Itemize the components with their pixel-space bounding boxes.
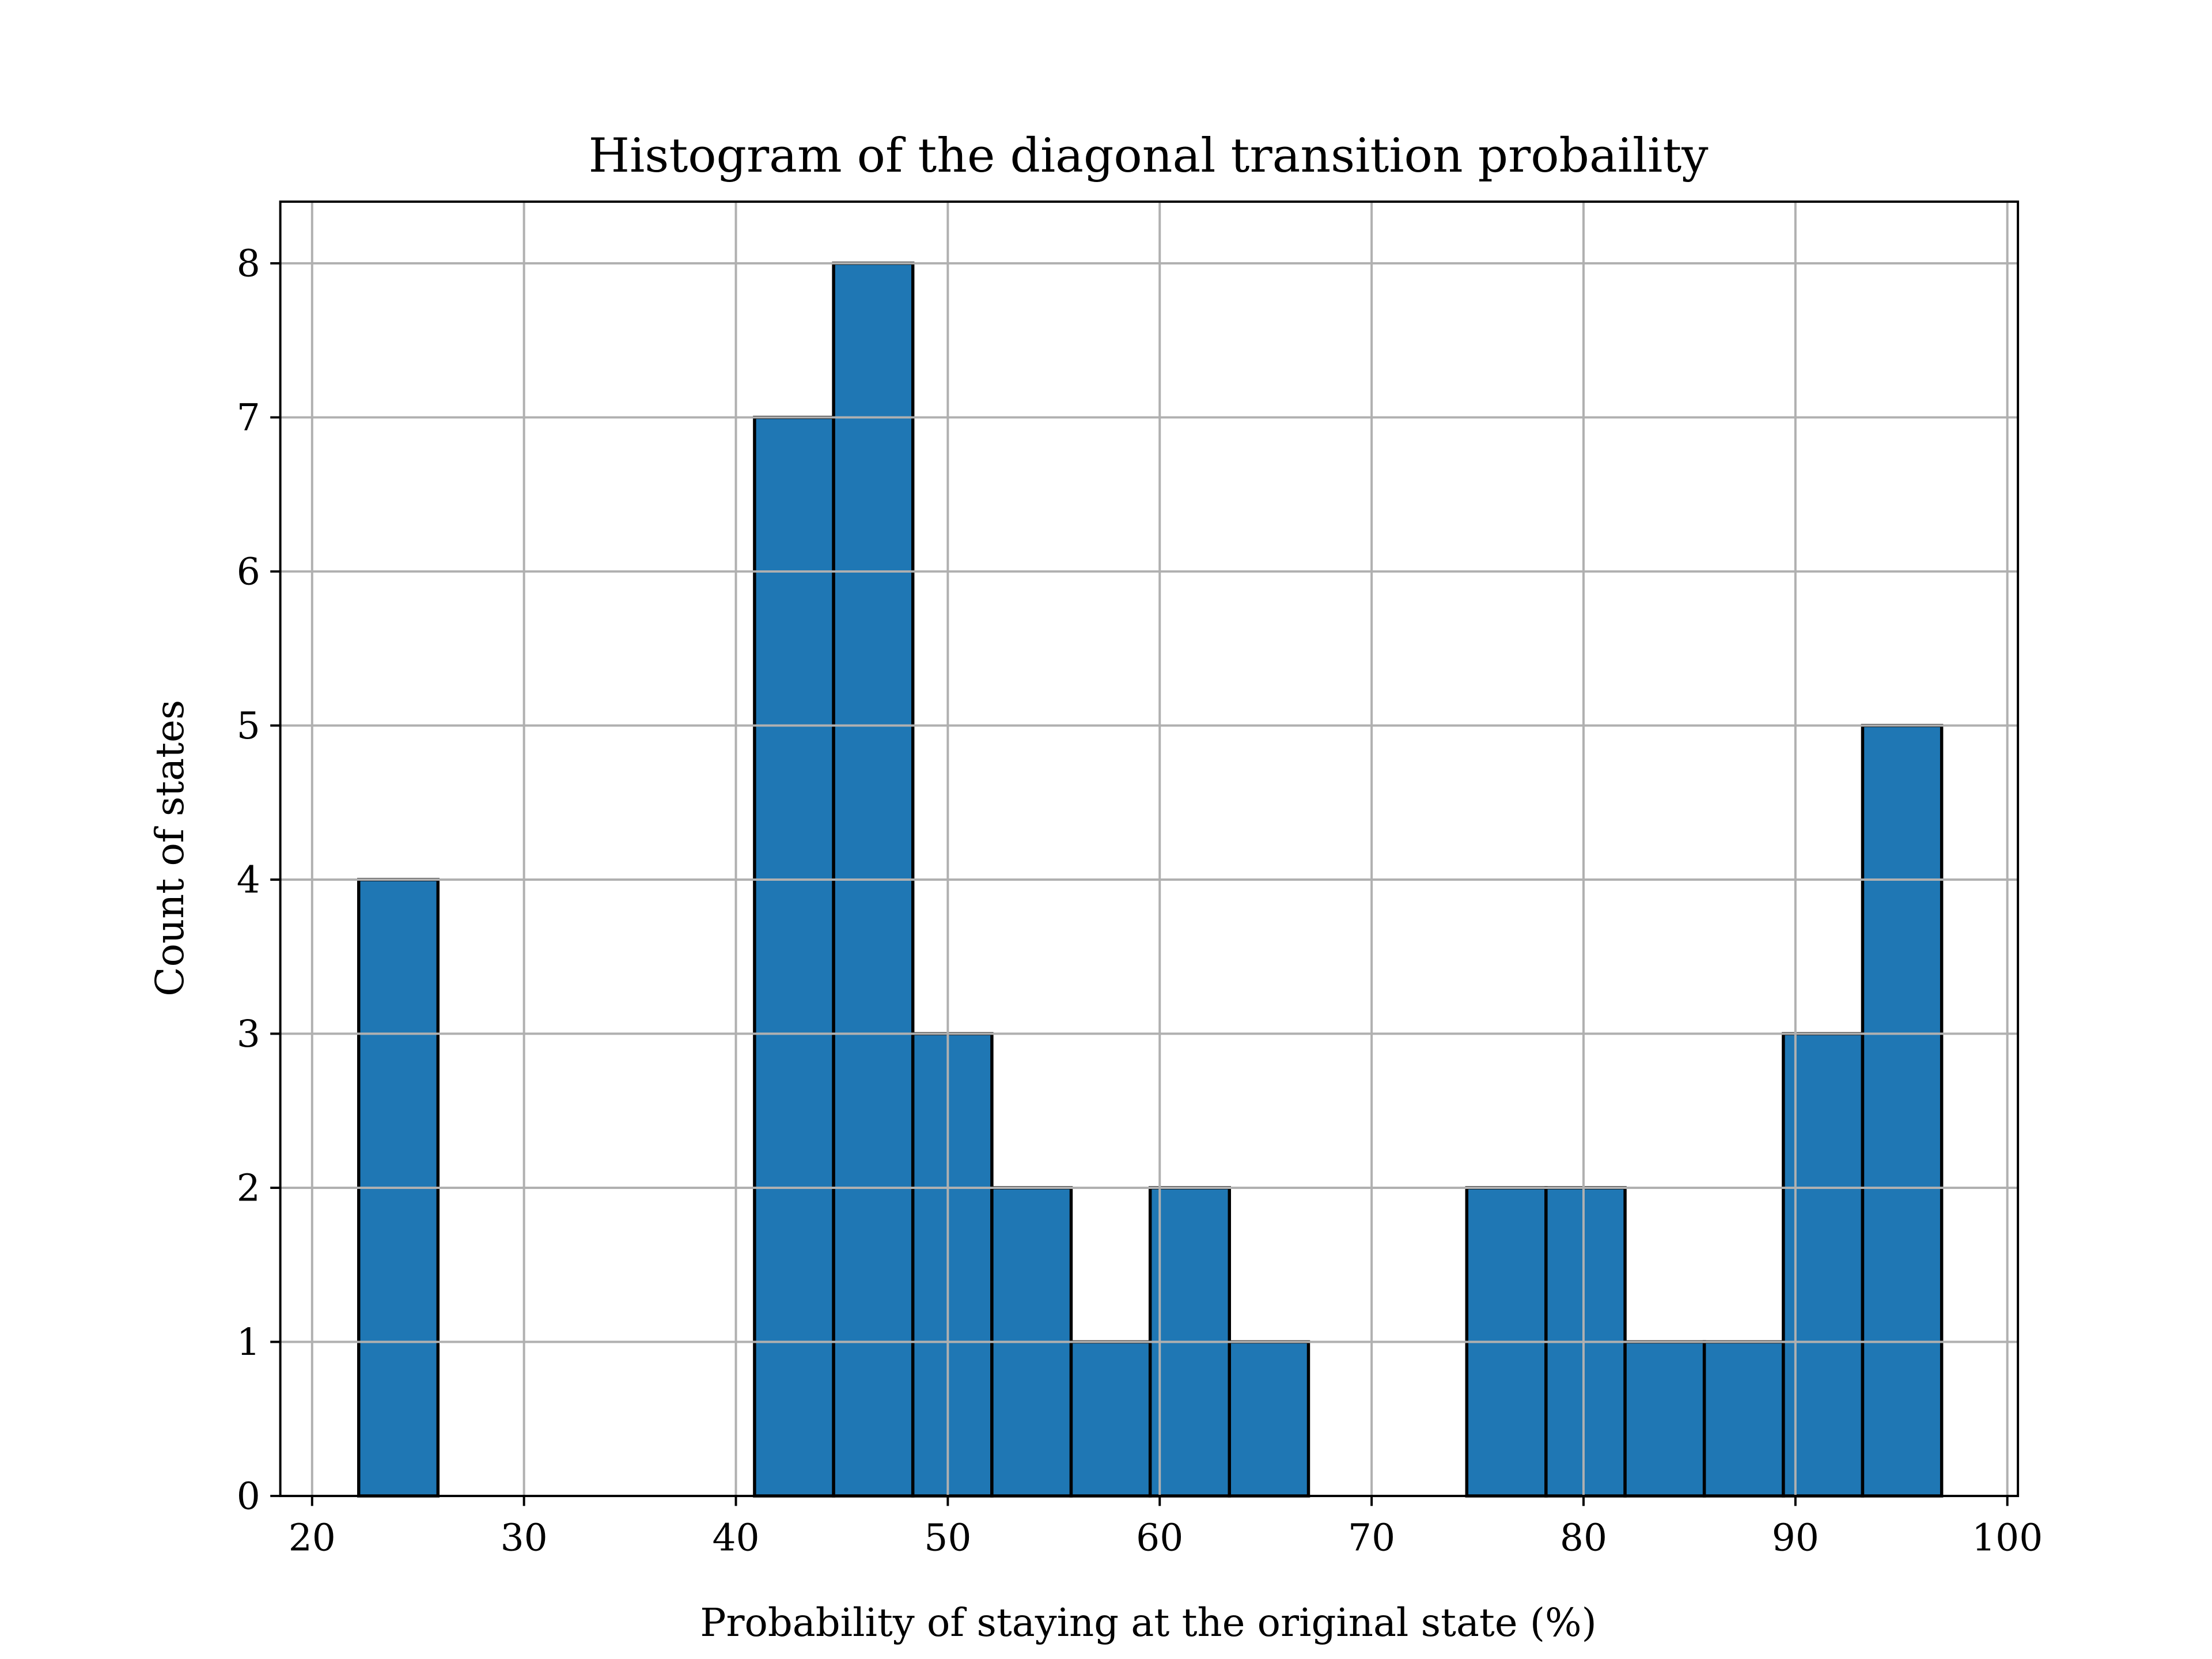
x-tick-label: 70 — [1348, 1516, 1395, 1559]
x-axis-label: Probability of staying at the original s… — [700, 1600, 1596, 1645]
y-tick-label: 5 — [237, 704, 260, 748]
x-tick-label: 80 — [1560, 1516, 1607, 1559]
histogram-bar — [1861, 724, 1944, 1498]
y-tick-label: 3 — [237, 1013, 260, 1056]
histogram-bar — [1228, 1340, 1310, 1498]
y-tick-label: 0 — [237, 1475, 260, 1518]
histogram-bar — [753, 415, 835, 1498]
x-tick-label: 40 — [712, 1516, 759, 1559]
histogram-bar — [1069, 1340, 1152, 1498]
histogram-bar — [1623, 1340, 1706, 1498]
x-tick-label: 50 — [924, 1516, 971, 1559]
histogram-bar — [911, 1032, 994, 1498]
histogram-bar — [1702, 1340, 1785, 1498]
y-tick-label: 6 — [237, 550, 260, 593]
axes-frame — [279, 200, 2020, 1497]
y-tick-label: 1 — [237, 1321, 260, 1364]
x-tick-label: 100 — [1972, 1516, 2043, 1559]
x-tick-label: 30 — [501, 1516, 548, 1559]
y-tick-label: 4 — [237, 858, 260, 902]
x-tick-label: 60 — [1136, 1516, 1183, 1559]
x-tick-label: 90 — [1772, 1516, 1819, 1559]
y-tick-label: 2 — [237, 1166, 260, 1210]
ticks: 20 30 40 50 60 70 80 90 100 0 1 2 3 4 5 6 7 8 — [237, 242, 2043, 1559]
y-tick-label: 8 — [237, 242, 260, 285]
y-axis-label: Count of states — [147, 700, 192, 997]
x-tick-label: 20 — [289, 1516, 336, 1559]
chart-title: Histogram of the diagonal transition pro… — [589, 128, 1709, 183]
y-tick-label: 7 — [237, 396, 260, 440]
